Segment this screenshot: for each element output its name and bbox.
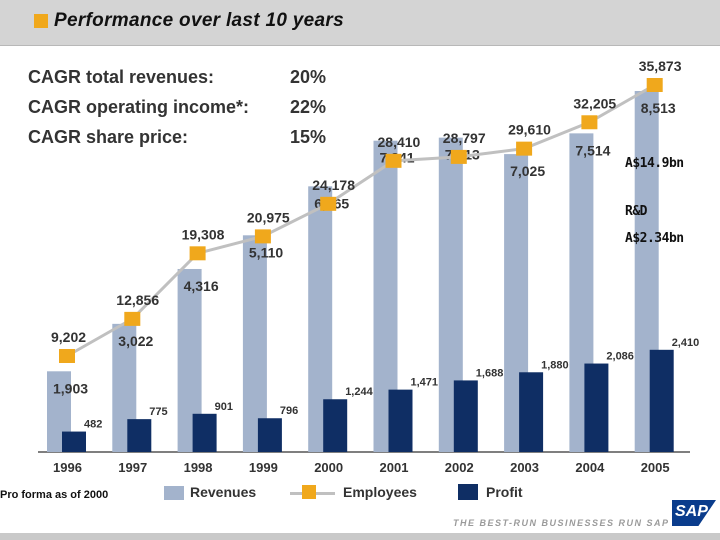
profit-label: 1,688 — [476, 367, 504, 379]
legend-employees-label: Employees — [343, 484, 417, 500]
revenue-note: A$14.9bn — [625, 156, 684, 171]
x-tick-label: 2002 — [445, 460, 474, 475]
revenue-label: 3,022 — [118, 333, 153, 349]
employee-label: 28,797 — [443, 130, 486, 146]
x-tick-label: 2005 — [641, 460, 670, 475]
page-title: Performance over last 10 years — [54, 10, 344, 31]
cagr-revenues-value: 20% — [290, 67, 327, 87]
employee-marker — [450, 149, 467, 164]
employee-label: 32,205 — [573, 95, 616, 111]
profit-label: 2,410 — [672, 337, 700, 349]
profit-label: 482 — [84, 419, 102, 431]
profit-bar — [453, 380, 478, 452]
employee-label: 28,410 — [378, 134, 421, 150]
employees-line — [66, 83, 656, 358]
profit-bar — [127, 419, 152, 452]
profit-label: 2,086 — [606, 351, 634, 363]
x-tick-label: 1998 — [184, 460, 213, 475]
profit-bar — [323, 399, 348, 452]
employee-label: 20,975 — [247, 209, 290, 225]
employee-marker — [189, 246, 206, 261]
sap-tagline: THE BEST-RUN BUSINESSES RUN SAP — [453, 518, 670, 528]
legend-revenues-swatch — [164, 486, 184, 500]
employee-label: 9,202 — [51, 329, 86, 345]
revenue-label: 5,110 — [249, 244, 283, 260]
employee-label: 29,610 — [508, 122, 551, 138]
pro-forma-note: Pro forma as of 2000 — [0, 489, 109, 501]
employee-marker — [646, 78, 663, 92]
header-bar — [0, 0, 720, 46]
rd-value: A$2.34bn — [625, 231, 684, 246]
profit-bar — [388, 389, 413, 452]
revenue-label: 4,316 — [184, 278, 219, 294]
employee-label: 12,856 — [116, 292, 159, 308]
profit-label: 775 — [149, 406, 167, 418]
profit-bar — [649, 349, 674, 452]
x-tick-label: 2003 — [510, 460, 539, 475]
legend-profit-swatch — [458, 484, 478, 500]
employee-marker — [581, 115, 598, 130]
performance-chart: 1,903 482 1996 3,022 775 1997 4,316 901 1998 5,11… — [38, 58, 700, 475]
legend-profit-label: Profit — [486, 484, 523, 500]
employee-label: 24,178 — [312, 177, 355, 193]
x-tick-label: 2000 — [314, 460, 343, 475]
profit-label: 901 — [215, 401, 233, 413]
profit-bar — [584, 363, 609, 452]
employee-label: 35,873 — [639, 58, 682, 74]
x-tick-label: 1999 — [249, 460, 278, 475]
employee-marker — [59, 349, 75, 363]
sap-logo-text: SAP — [675, 503, 708, 520]
x-tick-label: 1997 — [118, 460, 147, 475]
legend-employees-marker — [302, 485, 316, 499]
revenue-label: 8,513 — [641, 100, 676, 116]
profit-bar — [257, 418, 282, 452]
employee-marker — [124, 311, 141, 326]
revenue-label: 1,903 — [53, 380, 88, 396]
profit-bar — [192, 413, 217, 452]
revenue-label: 7,025 — [510, 163, 545, 179]
rd-label: R&D — [625, 204, 647, 219]
profit-label: 1,880 — [541, 359, 569, 371]
employee-marker — [254, 229, 271, 244]
cagr-operating-income-value: 22% — [290, 97, 327, 117]
x-tick-label: 1996 — [53, 460, 82, 475]
cagr-share-price-label: CAGR share price: — [28, 127, 189, 147]
employee-marker — [516, 141, 533, 156]
employee-marker — [385, 153, 402, 168]
cagr-share-price-value: 15% — [290, 127, 327, 147]
cagr-operating-income-label: CAGR operating income*: — [28, 97, 250, 117]
footer-band — [0, 533, 720, 540]
revenue-bar — [242, 235, 267, 452]
x-tick-label: 2004 — [575, 460, 605, 475]
profit-label: 1,244 — [345, 386, 373, 398]
x-tick-label: 2001 — [380, 460, 409, 475]
employee-label: 19,308 — [182, 226, 225, 242]
profit-label: 1,471 — [411, 377, 439, 389]
title-bullet-icon — [34, 14, 48, 28]
revenue-label: 7,514 — [575, 142, 610, 158]
profit-bar — [519, 372, 544, 452]
cagr-revenues-label: CAGR total revenues: — [28, 67, 215, 87]
profit-bar — [62, 431, 86, 452]
profit-label: 796 — [280, 405, 298, 417]
employee-marker — [320, 196, 337, 211]
legend-revenues-label: Revenues — [190, 484, 257, 500]
